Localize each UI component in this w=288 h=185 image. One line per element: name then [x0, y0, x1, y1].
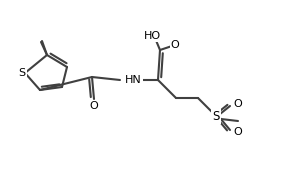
Text: HO: HO: [143, 31, 161, 41]
Text: S: S: [18, 68, 26, 78]
Text: O: O: [170, 40, 179, 50]
Text: O: O: [234, 127, 242, 137]
Text: O: O: [90, 101, 98, 111]
Text: HN: HN: [125, 75, 142, 85]
Text: O: O: [234, 99, 242, 109]
Text: S: S: [212, 110, 220, 122]
